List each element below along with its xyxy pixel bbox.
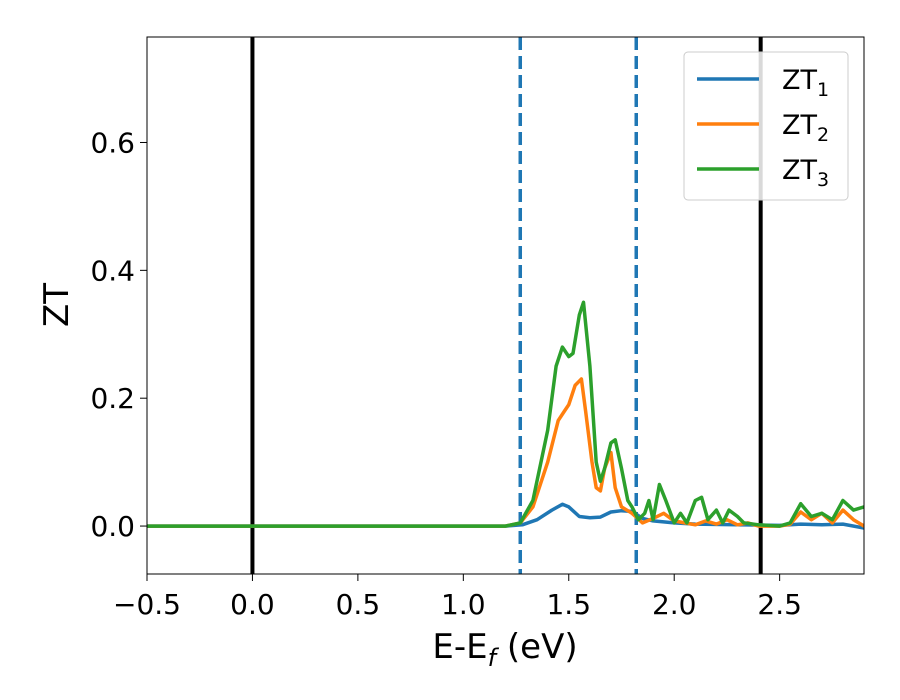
x-tick-label: 2.0 <box>652 588 697 621</box>
legend-label-zt2: ZT2 <box>782 110 829 146</box>
legend-box <box>683 51 849 201</box>
x-tick-label: 1.5 <box>546 588 591 621</box>
x-axis-label-unit: (eV) <box>496 627 578 667</box>
y-tick-label: 0.0 <box>90 510 135 543</box>
series-line-zt2 <box>147 377 864 528</box>
x-axis: −0.5 0.0 0.5 1.0 1.5 2.0 2.5 <box>113 574 802 621</box>
y-tick-label: 0.6 <box>90 126 135 159</box>
series-line-zt3 <box>147 300 864 528</box>
x-tick-label: −0.5 <box>113 588 181 621</box>
x-axis-label-main: E-E <box>432 627 487 667</box>
x-tick-label: 0.0 <box>230 588 275 621</box>
y-tick-label: 0.2 <box>90 382 135 415</box>
y-axis-label: ZT <box>37 283 77 327</box>
series-layer <box>147 300 864 530</box>
legend-label-zt1: ZT1 <box>782 65 829 101</box>
legend-label-zt3: ZT3 <box>782 155 829 191</box>
plot-frame <box>146 36 865 575</box>
x-tick-label: 0.5 <box>336 588 381 621</box>
y-tick-label: 0.4 <box>90 254 135 287</box>
x-axis-label: E-Ef (eV) <box>432 627 577 672</box>
x-tick-label: 1.0 <box>441 588 486 621</box>
legend: ZT1 ZT2 ZT3 <box>683 51 849 201</box>
x-tick-label: 2.5 <box>757 588 802 621</box>
y-axis: 0.0 0.2 0.4 0.6 <box>90 126 147 543</box>
